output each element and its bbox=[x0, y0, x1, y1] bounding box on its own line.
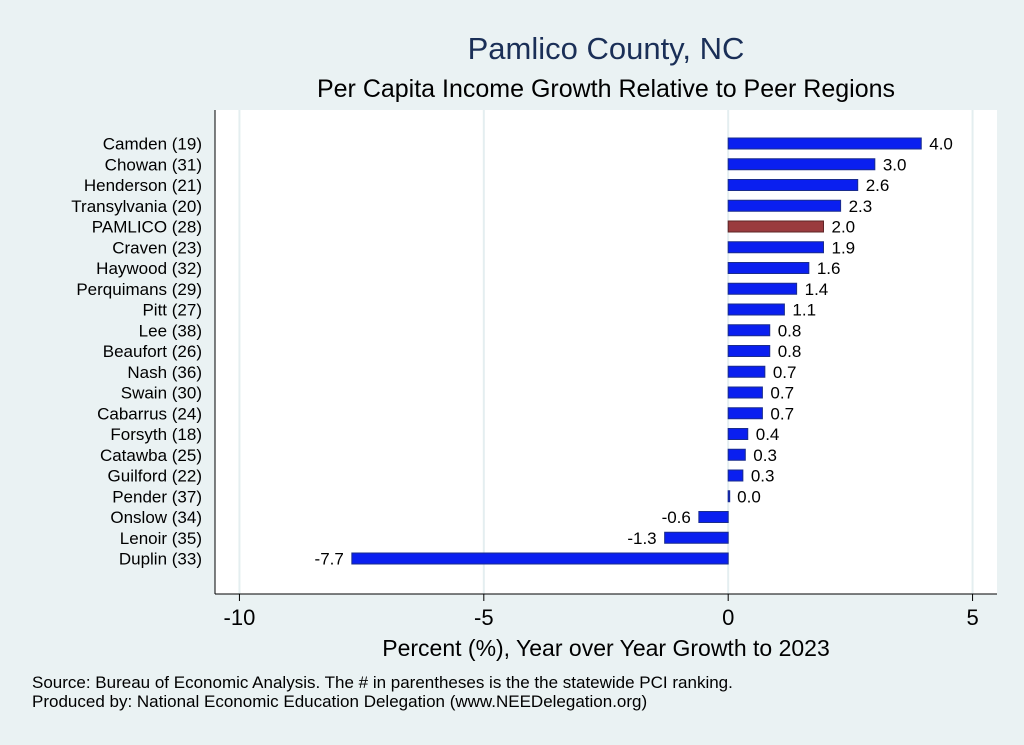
bar-8 bbox=[727, 303, 785, 316]
value-labels: 4.03.02.62.32.01.91.61.41.10.80.80.70.70… bbox=[315, 135, 953, 569]
bar-14 bbox=[727, 428, 749, 440]
category-label-1: Chowan (31) bbox=[105, 155, 202, 174]
bar-0 bbox=[727, 137, 922, 150]
bar-18 bbox=[698, 511, 729, 523]
category-label-19: Lenoir (35) bbox=[120, 529, 202, 548]
x-ticks: -10 -5 0 5 bbox=[224, 594, 979, 630]
value-label-5: 1.9 bbox=[831, 238, 855, 257]
bar-2 bbox=[727, 179, 859, 191]
source-note: Source: Bureau of Economic Analysis. The… bbox=[32, 673, 733, 692]
value-label-10: 0.8 bbox=[778, 342, 802, 361]
category-label-11: Nash (36) bbox=[127, 363, 202, 382]
x-tick-label-2: 0 bbox=[722, 605, 734, 630]
bar-1 bbox=[727, 158, 876, 171]
bar-20 bbox=[351, 552, 729, 565]
category-label-9: Lee (38) bbox=[139, 321, 202, 340]
bar-12 bbox=[727, 386, 763, 399]
category-label-20: Duplin (33) bbox=[119, 550, 202, 569]
value-label-7: 1.4 bbox=[805, 280, 829, 299]
x-axis-title: Percent (%), Year over Year Growth to 20… bbox=[382, 635, 830, 661]
bar-7 bbox=[727, 282, 798, 295]
bar-13 bbox=[727, 407, 763, 420]
value-label-3: 2.3 bbox=[849, 197, 873, 216]
category-label-3: Transylvania (20) bbox=[71, 197, 202, 216]
value-label-6: 1.6 bbox=[817, 259, 841, 278]
value-label-1: 3.0 bbox=[883, 155, 907, 174]
category-label-10: Beaufort (26) bbox=[103, 342, 202, 361]
value-label-15: 0.3 bbox=[753, 446, 777, 465]
category-label-4: PAMLICO (28) bbox=[92, 218, 202, 237]
chart-title: Pamlico County, NC bbox=[468, 31, 745, 66]
producer-note: Produced by: National Economic Education… bbox=[32, 692, 648, 711]
value-label-11: 0.7 bbox=[773, 363, 797, 382]
category-labels: Camden (19)Chowan (31) Henderson (21) Tran… bbox=[71, 135, 202, 569]
category-label-0: Camden (19) bbox=[103, 135, 202, 154]
value-label-16: 0.3 bbox=[751, 467, 775, 486]
category-label-5: Craven (23) bbox=[112, 238, 202, 257]
category-label-8: Pitt (27) bbox=[142, 301, 202, 320]
bar-19 bbox=[664, 531, 729, 544]
category-label-13: Cabarrus (24) bbox=[97, 404, 202, 423]
bar-16 bbox=[727, 469, 744, 482]
value-label-13: 0.7 bbox=[770, 404, 794, 423]
value-label-9: 0.8 bbox=[778, 321, 802, 340]
bar-6 bbox=[727, 262, 810, 274]
bar-11 bbox=[727, 365, 766, 378]
bar-17 bbox=[727, 490, 731, 503]
category-label-12: Swain (30) bbox=[121, 384, 202, 403]
value-label-8: 1.1 bbox=[792, 301, 816, 320]
x-tick-label-0: -10 bbox=[224, 605, 256, 630]
bar-3 bbox=[727, 199, 842, 212]
bar-5 bbox=[727, 241, 824, 254]
value-label-0: 4.0 bbox=[929, 135, 953, 154]
category-label-17: Pender (37) bbox=[112, 487, 202, 506]
category-label-15: Catawba (25) bbox=[100, 446, 202, 465]
category-label-6: Haywood (32) bbox=[96, 259, 202, 278]
bars bbox=[351, 137, 922, 565]
value-label-14: 0.4 bbox=[756, 425, 780, 444]
value-label-20: -7.7 bbox=[315, 550, 344, 569]
x-tick-label-1: -5 bbox=[474, 605, 494, 630]
x-tick-label-3: 5 bbox=[966, 605, 978, 630]
chart-subtitle: Per Capita Income Growth Relative to Pee… bbox=[317, 75, 895, 103]
bar-10 bbox=[727, 345, 771, 357]
value-label-19: -1.3 bbox=[627, 529, 656, 548]
category-label-18: Onslow (34) bbox=[110, 508, 202, 527]
value-label-18: -0.6 bbox=[662, 508, 691, 527]
bar-9 bbox=[727, 324, 771, 337]
plot-area bbox=[215, 110, 997, 594]
category-label-16: Guilford (22) bbox=[108, 467, 202, 486]
bar-4 bbox=[727, 220, 824, 233]
value-label-4: 2.0 bbox=[831, 218, 855, 237]
value-label-12: 0.7 bbox=[770, 384, 794, 403]
category-label-7: Perquimans (29) bbox=[76, 280, 202, 299]
value-label-2: 2.6 bbox=[866, 176, 890, 195]
bar-15 bbox=[727, 448, 746, 461]
category-label-14: Forsyth (18) bbox=[110, 425, 202, 444]
value-label-17: 0.0 bbox=[737, 487, 761, 506]
category-label-2: Henderson (21) bbox=[84, 176, 202, 195]
